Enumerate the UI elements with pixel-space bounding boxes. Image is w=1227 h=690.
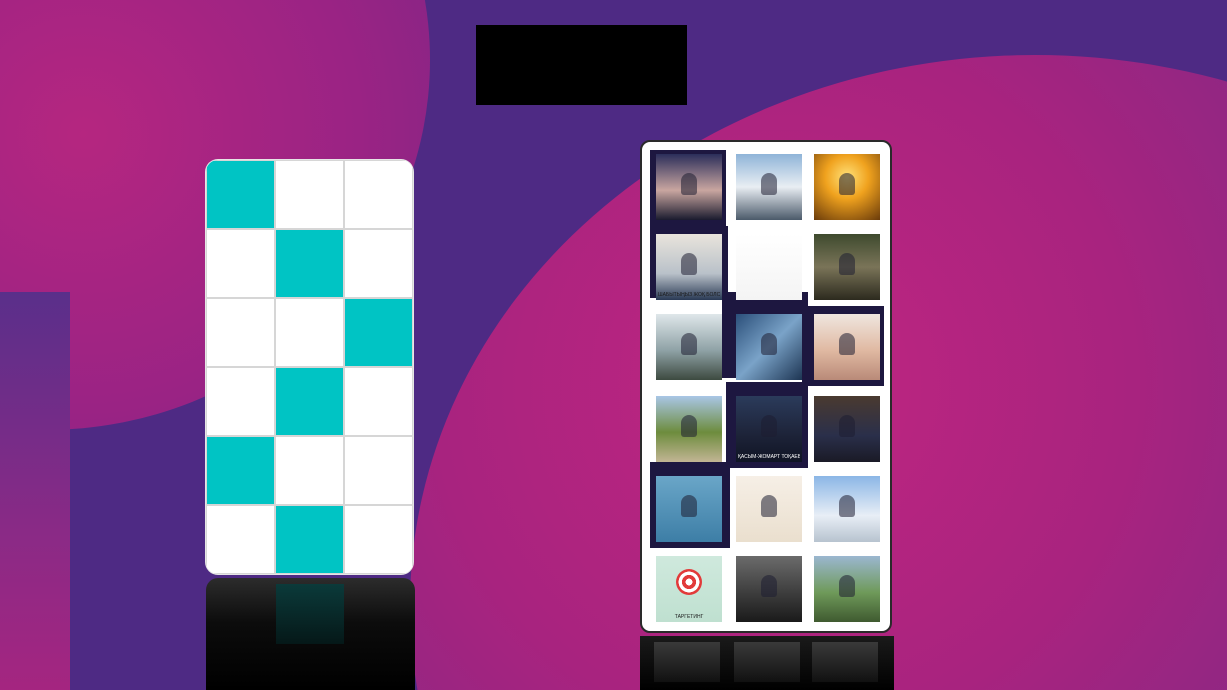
crowd-photo	[814, 234, 880, 300]
feed-phone: ШАБЫТЫҢЫЗ ЖОҚ БОЛСА ҚАСЫМ-ЖОМАРТ ТОҚАЕВ ТА…	[640, 140, 892, 633]
person-figure-icon	[681, 332, 697, 355]
reflection-tile	[734, 642, 800, 682]
person-figure-icon	[761, 414, 777, 437]
target-illustration: ТАРГЕТИНГ	[656, 556, 722, 622]
feed-tile-caption: ТАРГЕТИНГ	[674, 614, 704, 620]
grid-cell	[344, 160, 413, 229]
reflection-tile	[812, 642, 878, 682]
person-figure-icon	[761, 494, 777, 517]
grid-cell-filled	[275, 229, 344, 298]
swing-mountain-photo	[656, 314, 722, 380]
silhouette-sunset-photo	[656, 154, 722, 220]
person-figure-icon	[839, 494, 855, 517]
grid-cell	[344, 505, 413, 574]
building-photo	[736, 314, 802, 380]
redacted-title-box	[476, 25, 687, 105]
background-strip-left	[0, 292, 70, 690]
grid-cell	[206, 505, 275, 574]
grid-cell-filled	[206, 436, 275, 505]
reflection-cell	[276, 584, 344, 644]
magnet-illustration	[736, 476, 802, 542]
grid-cell	[206, 229, 275, 298]
grid-cell-filled	[206, 160, 275, 229]
person-figure-icon	[839, 172, 855, 195]
grid-cell	[275, 436, 344, 505]
grid-cell-filled	[275, 505, 344, 574]
person-figure-icon	[839, 414, 855, 437]
person-figure-icon	[839, 574, 855, 597]
man-mountains-photo	[736, 154, 802, 220]
person-figure-icon	[761, 574, 777, 597]
grid-cell	[275, 160, 344, 229]
grid-phone-reflection	[206, 578, 415, 690]
mosque-photo	[814, 476, 880, 542]
man-sofa-photo	[814, 396, 880, 462]
grid-cell	[206, 298, 275, 367]
person-figure-icon	[761, 332, 777, 355]
grid-cell	[344, 436, 413, 505]
feed-phone-reflection	[640, 636, 894, 690]
people-sunset-photo	[814, 154, 880, 220]
president-portrait: ҚАСЫМ-ЖОМАРТ ТОҚАЕВ	[736, 396, 802, 462]
person-figure-icon	[839, 332, 855, 355]
reflection-tile	[654, 642, 720, 682]
feed-tile-caption: ШАБЫТЫҢЫЗ ЖОҚ БОЛСА	[658, 292, 720, 298]
wedding-illustration	[656, 476, 722, 542]
person-figure-icon	[761, 172, 777, 195]
feed-tile-caption: ҚАСЫМ-ЖОМАРТ ТОҚАЕВ	[738, 454, 800, 460]
grid-layout	[206, 160, 413, 574]
person-figure-icon	[681, 414, 697, 437]
person-figure-icon	[839, 252, 855, 275]
baby-photo	[814, 314, 880, 380]
grid-layout-phone	[206, 160, 413, 574]
grid-cell-filled	[275, 367, 344, 436]
grid-cell	[344, 367, 413, 436]
grid-cell-filled	[344, 298, 413, 367]
grid-cell	[275, 298, 344, 367]
man-boy-park-photo	[814, 556, 880, 622]
arabic-text-card	[736, 234, 802, 300]
tree-photo	[656, 396, 722, 462]
person-figure-icon	[681, 494, 697, 517]
man-desk-photo	[736, 556, 802, 622]
man-portrait-photo: ШАБЫТЫҢЫЗ ЖОҚ БОЛСА	[656, 234, 722, 300]
person-figure-icon	[681, 252, 697, 275]
person-figure-icon	[681, 172, 697, 195]
grid-cell	[206, 367, 275, 436]
feed-tile-image	[736, 234, 802, 300]
target-icon	[676, 569, 702, 596]
grid-cell	[344, 229, 413, 298]
